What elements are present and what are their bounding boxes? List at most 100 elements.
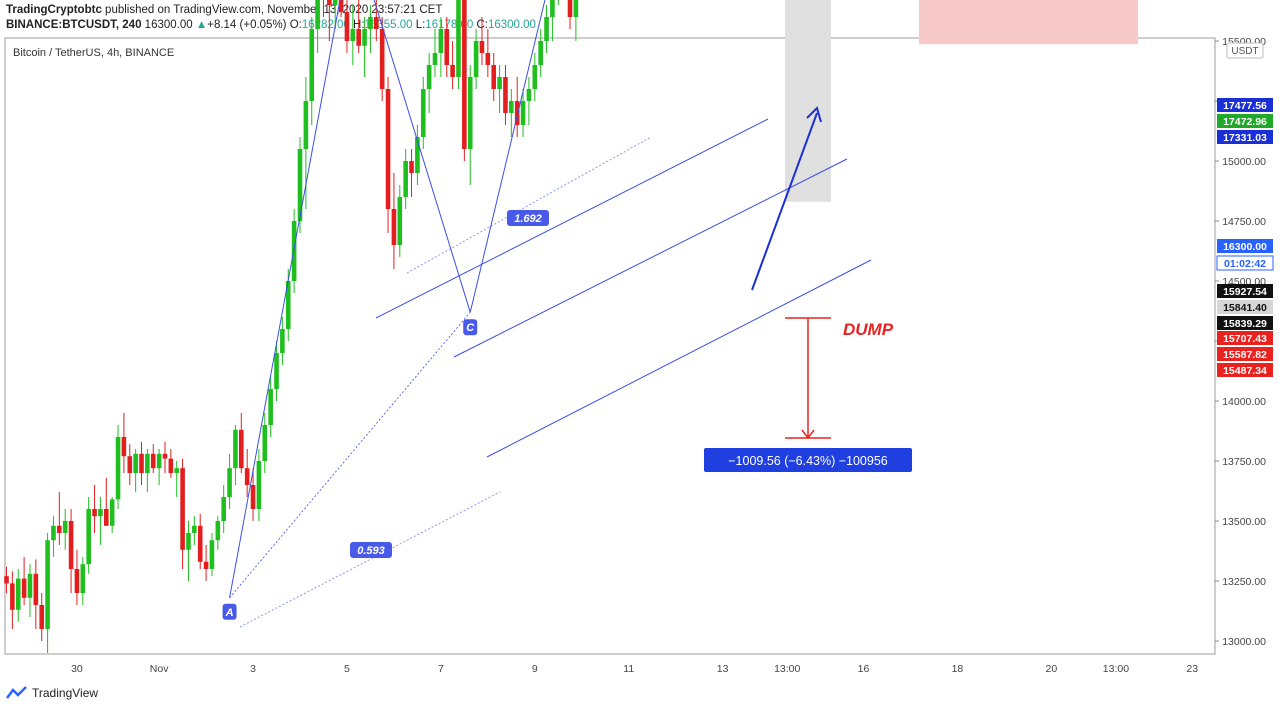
y-tick-label: 13000.00 — [1222, 636, 1266, 648]
currency-badge — [1226, 42, 1264, 59]
author-name[interactable]: TradingCryptobtc — [6, 4, 102, 16]
channel-lower — [486, 259, 872, 458]
candle-body — [567, 0, 573, 17]
x-tick-label: 30 — [71, 663, 83, 675]
candle-body — [39, 605, 45, 629]
channel-upper — [375, 118, 769, 319]
candle-body — [374, 17, 379, 29]
candle-body — [526, 89, 532, 101]
change-value: +8.14 (+0.05%) — [207, 19, 287, 31]
candle-body — [139, 453, 144, 473]
open-label: O: — [289, 19, 302, 31]
candle-body — [467, 77, 473, 149]
pattern-label-bg — [463, 319, 478, 336]
price-label-bg — [1217, 316, 1273, 330]
price-label: 01:02:42 — [1224, 258, 1266, 270]
x-tick-label: 18 — [952, 663, 964, 675]
price-label-bg — [1217, 331, 1273, 345]
candle-body — [98, 509, 103, 517]
candle-body — [92, 509, 97, 517]
candle-body — [250, 485, 256, 509]
candle-body — [227, 468, 232, 497]
candle-body — [57, 525, 62, 533]
candle-body — [192, 525, 197, 533]
candle-body — [197, 525, 203, 562]
candle-body — [538, 41, 543, 65]
candle-body — [327, 0, 332, 5]
price-label-bg — [1217, 130, 1273, 144]
candle-body — [68, 521, 74, 569]
price-label-bg — [1217, 114, 1273, 128]
dump-label: DUMP — [843, 320, 894, 339]
candle-body — [262, 425, 268, 461]
price-label: 17331.03 — [1223, 132, 1267, 144]
channel-middle — [453, 158, 848, 358]
pane-title: Bitcoin / TetherUS, 4h, BINANCE — [13, 47, 174, 59]
candle-body — [203, 561, 209, 569]
candle-body — [503, 77, 508, 113]
pattern-label-bg — [222, 603, 237, 620]
candle-body — [156, 453, 162, 469]
price-label-bg — [1217, 363, 1273, 377]
price-label: 15927.54 — [1223, 286, 1267, 298]
x-tick-label: 5 — [344, 663, 350, 675]
candle-body — [509, 101, 514, 113]
candle-body — [51, 525, 56, 541]
y-tick-label: 13500.00 — [1222, 516, 1266, 528]
candle-body — [550, 0, 555, 17]
candle-body — [456, 0, 461, 77]
y-tick-label: 13250.00 — [1222, 576, 1266, 588]
tradingview-icon — [6, 686, 27, 699]
low-value: 16178.00 — [425, 19, 474, 31]
candle-body — [21, 578, 27, 598]
candle-body — [514, 101, 520, 125]
candle-body — [115, 437, 121, 500]
candle-body — [145, 453, 150, 473]
candle-body — [473, 41, 479, 77]
stop-zone — [919, 0, 1138, 45]
candle-body — [285, 281, 291, 329]
x-tick-label: 3 — [250, 663, 256, 675]
candle-body — [209, 540, 215, 569]
candle-body — [379, 29, 385, 89]
last-price: 16300.00 — [144, 19, 193, 31]
candle-body — [174, 468, 180, 473]
x-tick-label: 7 — [438, 663, 444, 675]
candle-body — [438, 29, 444, 53]
currency-label: USDT — [1231, 46, 1258, 57]
y-tick-label: 13750.00 — [1222, 456, 1266, 468]
candle-body — [80, 564, 86, 593]
candle-body — [450, 65, 455, 77]
candle-body — [180, 468, 185, 550]
candle-body — [415, 137, 420, 173]
y-tick-label: 14750.00 — [1222, 216, 1266, 228]
tradingview-logo[interactable]: TradingView — [6, 686, 98, 700]
price-label-bg — [1217, 239, 1273, 253]
low-label: L: — [415, 19, 426, 31]
fib-line-ac — [239, 491, 501, 628]
candle-body — [356, 29, 361, 46]
candle-body — [332, 0, 338, 5]
candle-body — [303, 101, 309, 149]
dump-arrow-head — [801, 429, 815, 440]
candle-body — [256, 461, 262, 509]
x-tick-label: 13:00 — [1103, 663, 1129, 675]
candle-body — [103, 509, 109, 526]
change-arrow-icon: ▲ — [195, 19, 208, 31]
pattern-label-a: A — [225, 607, 234, 619]
open-value: 16282.00 — [301, 19, 350, 31]
candle-body — [315, 0, 320, 29]
price-label: 16300.00 — [1223, 241, 1267, 253]
candle-body — [485, 53, 491, 65]
price-label: 15707.43 — [1223, 333, 1267, 345]
candle-body — [133, 453, 138, 473]
candle-body — [74, 569, 80, 593]
measure-box — [785, 0, 831, 202]
fib-label-bg — [507, 210, 549, 226]
candle-body — [127, 456, 133, 473]
price-label: 15487.34 — [1223, 365, 1267, 377]
candle-body — [520, 101, 526, 125]
pattern-bc — [373, 0, 471, 313]
candle-body — [362, 29, 367, 46]
